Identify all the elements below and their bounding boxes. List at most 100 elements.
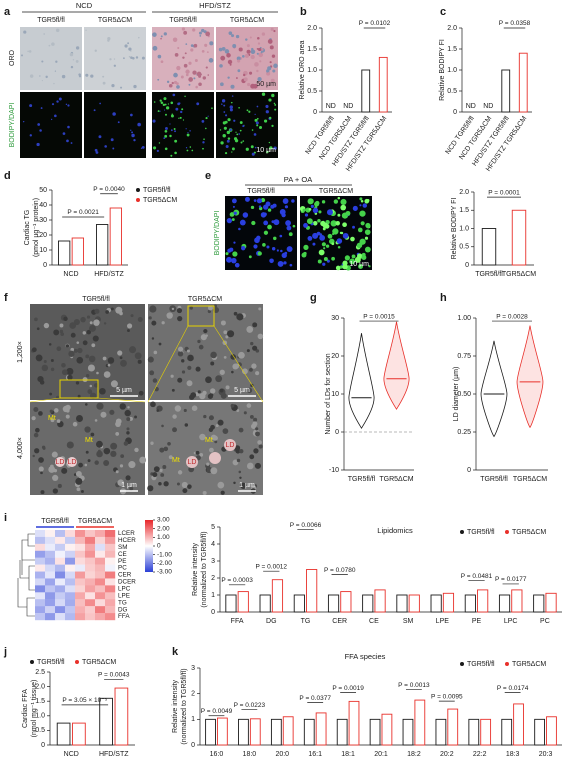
y-tick-label: 0.75 — [457, 353, 471, 360]
legend-swatch — [30, 660, 34, 664]
stain-dot — [163, 32, 167, 36]
row-label: PE — [118, 558, 126, 565]
bar — [511, 209, 527, 266]
stain-dot — [171, 307, 175, 311]
y-tick-label: 1 — [191, 716, 195, 723]
stain-dot — [195, 366, 201, 372]
stain-dot — [220, 320, 226, 326]
stain-dot — [231, 147, 235, 151]
colorbar-label: -3.00 — [157, 569, 172, 576]
legend-label: TGR5fl/fl — [467, 529, 495, 536]
stain-dot — [29, 74, 34, 78]
legend-label: TGR5fl/fl — [37, 659, 65, 666]
group-label: HFD/STZ — [199, 1, 231, 10]
stain-dot — [249, 454, 255, 460]
structure-label: LD — [188, 459, 197, 466]
bar — [408, 594, 420, 613]
stain-dot — [335, 221, 340, 226]
stain-dot — [89, 321, 93, 325]
bar — [306, 569, 318, 613]
stain-dot — [92, 335, 99, 342]
stain-dot — [138, 36, 140, 39]
heatmap-cell — [75, 599, 86, 607]
stain-dot — [253, 133, 257, 136]
heatmap-cell — [65, 530, 76, 538]
micrograph — [30, 304, 145, 400]
stain-dot — [342, 232, 349, 239]
stain-dot — [239, 449, 244, 454]
stain-dot — [257, 42, 261, 45]
stain-dot — [29, 134, 32, 137]
stain-dot — [249, 415, 254, 419]
stain-dot — [109, 409, 115, 415]
heatmap-cell — [35, 530, 46, 538]
stain-dot — [28, 50, 32, 53]
x-tick-label: TGR5fl/fl — [480, 476, 508, 483]
stain-dot — [40, 107, 43, 110]
stain-dot — [231, 198, 237, 204]
stain-dot — [78, 73, 81, 76]
stain-dot — [267, 208, 272, 212]
stain-dot — [192, 28, 196, 32]
stain-dot — [203, 414, 207, 419]
p-value: P = 0.0021 — [67, 209, 99, 216]
bar — [293, 594, 305, 613]
bar — [99, 697, 113, 746]
stain-dot — [75, 381, 80, 385]
stain-dot — [240, 141, 243, 144]
bar — [348, 700, 360, 746]
stain-dot — [237, 69, 241, 73]
value-label: ND — [343, 103, 353, 110]
stain-dot — [224, 49, 230, 54]
bar — [205, 718, 216, 746]
stain-dot — [212, 435, 218, 441]
p-value: P = 0.0019 — [332, 685, 364, 692]
stain-dot — [246, 387, 253, 394]
stain-dot — [181, 359, 185, 363]
stain-dot — [109, 58, 112, 61]
stain-dot — [94, 460, 99, 465]
stain-dot — [31, 416, 36, 421]
heatmap-cell — [105, 585, 116, 593]
heatmap-cell — [55, 592, 66, 600]
heatmap-cell — [95, 536, 106, 545]
stain-dot — [231, 151, 233, 153]
stain-dot — [214, 440, 218, 444]
stain-dot — [292, 224, 296, 228]
stain-dot — [170, 114, 174, 118]
stain-dot — [61, 362, 66, 368]
stain-dot — [110, 307, 114, 311]
stain-dot — [205, 31, 211, 37]
stain-dot — [225, 385, 230, 390]
bar — [533, 594, 545, 613]
stain-dot — [123, 57, 125, 60]
stain-dot — [204, 43, 208, 47]
bar — [96, 224, 109, 266]
stain-dot — [61, 369, 68, 376]
y-tick-label: 0 — [467, 467, 471, 474]
stain-dot — [80, 489, 84, 493]
bar — [374, 589, 386, 613]
stain-dot — [159, 447, 165, 453]
stain-dot — [236, 56, 241, 61]
heatmap-cell — [65, 592, 76, 600]
stain-dot — [359, 210, 366, 217]
stain-dot — [112, 147, 115, 150]
stain-dot — [365, 222, 371, 229]
stain-dot — [238, 427, 244, 433]
bar — [442, 592, 455, 613]
stain-dot — [254, 462, 261, 469]
stain-dot — [125, 475, 131, 481]
legend-label: TGR5fl/fl — [467, 661, 495, 668]
stain-dot — [258, 205, 262, 208]
y-axis-label: Relative BODIPY FI — [451, 198, 458, 260]
stain-dot — [257, 36, 260, 40]
stain-dot — [270, 27, 274, 31]
stain-dot — [167, 103, 170, 105]
y-tick-label: 0.5 — [35, 727, 45, 734]
p-value: P = 0.0013 — [398, 682, 430, 689]
stain-dot — [63, 316, 68, 321]
stain-dot — [43, 322, 50, 329]
stain-dot — [52, 488, 58, 494]
stain-dot — [236, 313, 244, 321]
